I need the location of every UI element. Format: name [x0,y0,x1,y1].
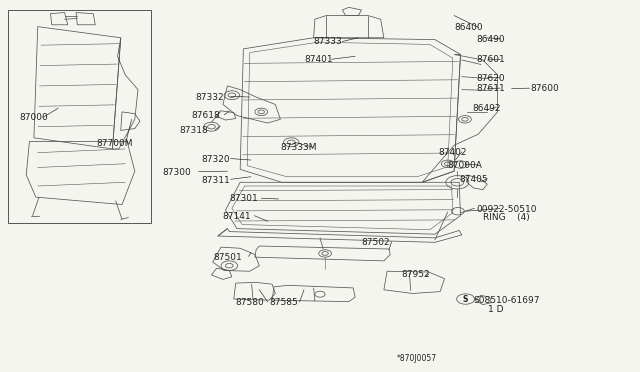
Text: 87501: 87501 [213,253,242,262]
Text: 87611: 87611 [476,84,505,93]
Text: 87401: 87401 [304,55,333,64]
Text: 86490: 86490 [476,35,505,44]
Text: 87332: 87332 [195,93,224,102]
Text: 87320: 87320 [202,155,230,164]
Text: *870J0057: *870J0057 [397,354,436,363]
Text: 87000: 87000 [20,113,49,122]
Text: 87300: 87300 [163,168,191,177]
Text: 87333M: 87333M [280,143,317,152]
Text: 87600: 87600 [531,84,559,93]
Text: S: S [463,295,468,304]
Text: 87952: 87952 [402,270,430,279]
Text: 86492: 86492 [472,104,500,113]
Text: 87580: 87580 [236,298,264,307]
Text: 87141: 87141 [222,212,251,221]
Text: RING    (4): RING (4) [483,213,530,222]
Text: 87333: 87333 [314,37,342,46]
Text: 87601: 87601 [476,55,505,64]
Text: 87585: 87585 [269,298,298,307]
Text: 87700M: 87700M [97,139,133,148]
Text: 87000A: 87000A [448,161,483,170]
Text: 87402: 87402 [438,148,467,157]
Text: 87502: 87502 [362,238,390,247]
Text: 1 D: 1 D [488,305,504,314]
Text: 86400: 86400 [454,23,483,32]
Text: 00922-50510: 00922-50510 [476,205,537,214]
Text: 87620: 87620 [476,74,505,83]
Text: 87311: 87311 [202,176,230,185]
Text: 87618: 87618 [191,111,220,120]
Text: 87318: 87318 [179,126,208,135]
Text: 87405: 87405 [460,175,488,184]
Text: S08510-61697: S08510-61697 [473,296,540,305]
Text: 87301: 87301 [229,195,258,203]
